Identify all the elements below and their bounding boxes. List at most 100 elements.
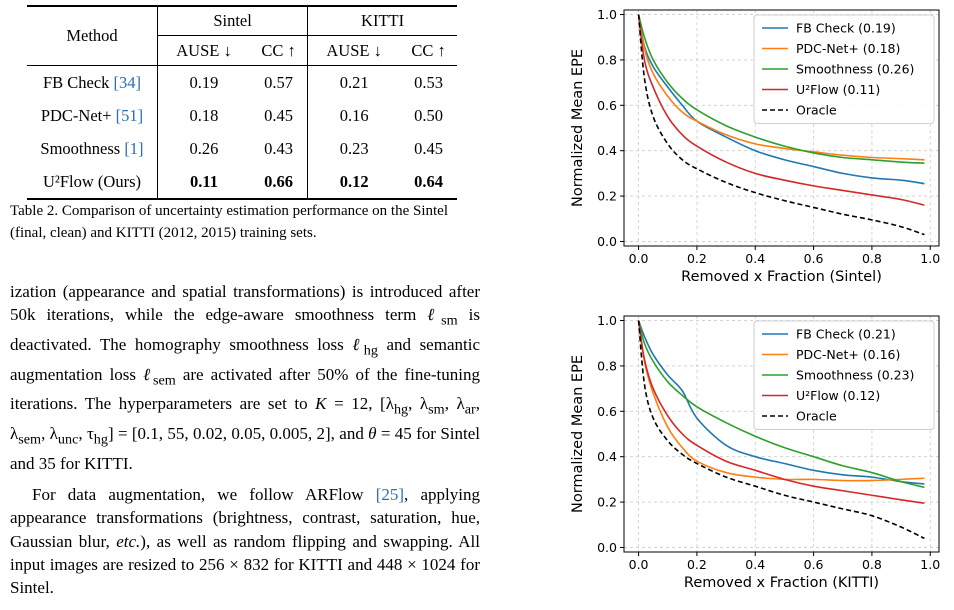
series-line (637, 320, 925, 489)
results-table: Method Sintel KITTI AUSE ↓ CC ↑ AUSE ↓ C… (27, 5, 457, 200)
sintel-uncertainty-chart: 0.0 0.2 0.4 0.6 0.8 1.0 0.0 0.2 0.4 0.6 0.8 1.0 Remo… (556, 2, 954, 298)
x-tick-label: 0.8 (862, 251, 882, 266)
y-axis-label: Normalized Mean EPE (570, 49, 586, 207)
y-tick-label: 0.0 (597, 540, 617, 555)
x-tick-label: 0.6 (804, 251, 824, 266)
value-cell: 0.18 (156, 99, 250, 132)
y-tick-label: 0.4 (597, 143, 617, 158)
value-cell: 0.23 (307, 132, 401, 165)
table-row: FB Check [34] 0.19 0.57 0.21 0.53 (27, 65, 457, 99)
subheader-cc-kitti: CC ↑ (411, 40, 446, 60)
text-run: ization (appearance and spatial transfor… (10, 282, 480, 325)
series-line (637, 14, 925, 206)
text-run: = 45 for Sintel and 35 for KITTI. (10, 424, 480, 473)
method-cell: U²Flow (Ours) (27, 165, 158, 200)
legend-entry: Oracle (796, 103, 837, 118)
x-axis-label: Removed x Fraction (KITTI) (684, 575, 879, 591)
series-line (637, 320, 925, 505)
x-tick-label: 1.0 (920, 557, 940, 572)
math-symbol: K (315, 394, 327, 414)
text-run: For data augmentation, we follow ARFlow (32, 485, 376, 505)
legend-entry: PDC-Net+ (0.16) (796, 347, 900, 362)
math-symbol: ℓ (427, 305, 442, 325)
value-cell: 0.26 (156, 132, 250, 165)
value-cell: 0.45 (414, 138, 443, 158)
legend-entry: FB Check (0.21) (796, 327, 896, 342)
value-cell: 0.43 (264, 138, 293, 158)
legend-box (753, 14, 935, 124)
method-name: U²Flow (Ours) (43, 171, 141, 191)
math-symbol: ℓ (352, 334, 364, 354)
text-run: , τ (78, 424, 94, 444)
series-line (637, 14, 925, 236)
math-subscript: sm (441, 312, 458, 329)
y-axis-label: Normalized Mean EPE (570, 355, 586, 513)
value-cell: 0.53 (400, 65, 457, 99)
method-cell: FB Check [34] (27, 65, 158, 99)
series-line (637, 320, 925, 540)
citation-link[interactable]: [34] (113, 72, 142, 92)
x-tick-label: 0.0 (629, 557, 649, 572)
legend-box (753, 320, 935, 430)
x-tick-label: 1.0 (920, 251, 940, 266)
y-tick-label: 1.0 (597, 313, 617, 328)
x-tick-label: 0.8 (862, 557, 882, 572)
method-name: FB Check (42, 72, 114, 92)
method-cell: PDC-Net+ [51] (27, 99, 158, 132)
paragraph: For data augmentation, we follow ARFlow … (10, 483, 480, 599)
x-tick-label: 0.4 (745, 557, 765, 572)
text-run: , λ (10, 394, 480, 444)
value-cell: 0.12 (307, 165, 401, 200)
value-cell: 0.57 (249, 65, 308, 99)
series-line (637, 14, 925, 185)
legend-entry: U²Flow (0.11) (796, 82, 880, 97)
math-subscript: hg (363, 342, 378, 359)
method-name: PDC-Net+ (40, 105, 116, 125)
legend-entry: Smoothness (0.23) (796, 368, 914, 383)
value-cell: 0.21 (307, 65, 401, 99)
math-subscript: sm (428, 401, 445, 418)
math-symbol: θ (368, 424, 377, 444)
table-row: PDC-Net+ [51] 0.18 0.45 0.16 0.50 (27, 99, 457, 132)
math-symbol: ℓ (143, 364, 153, 384)
y-tick-label: 0.6 (597, 404, 617, 419)
value-cell: 0.19 (156, 65, 250, 99)
x-tick-label: 0.0 (629, 251, 649, 266)
y-tick-label: 0.4 (597, 449, 617, 464)
chart-svg: 0.0 0.2 0.4 0.6 0.8 1.0 0.0 0.2 0.4 0.6 0.8 1.0 Remo… (570, 7, 940, 285)
math-subscript: hg (393, 401, 409, 418)
method-header: Method (27, 5, 158, 66)
citation-link[interactable]: [51] (115, 105, 144, 125)
method-name: Smoothness (40, 138, 125, 158)
legend-entry: Oracle (796, 409, 837, 424)
chart-svg: 0.0 0.2 0.4 0.6 0.8 1.0 0.0 0.2 0.4 0.6 0.8 1.0 Remo… (570, 313, 940, 591)
group-header-sintel: Sintel (156, 5, 308, 36)
legend-entry: FB Check (0.19) (796, 21, 896, 36)
x-tick-label: 0.2 (687, 557, 707, 572)
text-run: and semantic augmentation loss (10, 334, 480, 384)
table-subheader-row: AUSE ↓ CC ↑ AUSE ↓ CC ↑ (27, 35, 457, 66)
legend-entry: PDC-Net+ (0.18) (796, 41, 900, 56)
table-row: Smoothness [1] 0.26 0.43 0.23 0.45 (27, 132, 457, 165)
text-run: ), as well as random flipping and swappi… (10, 531, 480, 598)
y-tick-label: 0.6 (597, 98, 617, 113)
text-run: , λ (408, 394, 429, 414)
x-tick-label: 0.6 (804, 557, 824, 572)
subheader-cc-sintel: CC ↑ (261, 40, 296, 60)
math-subscript: sem (152, 372, 176, 389)
y-tick-label: 0.8 (597, 52, 617, 67)
citation-link[interactable]: [25] (375, 485, 405, 505)
text-run: , λ (444, 394, 465, 414)
plot-frame (623, 315, 940, 553)
text-run: , λ (41, 424, 58, 444)
paragraph: ization (appearance and spatial transfor… (10, 280, 480, 475)
table-caption: Table 2. Comparison of uncertainty estim… (10, 203, 448, 241)
legend-entry: U²Flow (0.12) (796, 388, 880, 403)
citation-link[interactable]: [1] (124, 138, 144, 158)
math-subscript: ar (464, 401, 476, 418)
value-cell: 0.66 (249, 165, 308, 200)
text-run: are activated after 50% of the fine-tuni… (10, 364, 481, 414)
value-cell: 0.16 (307, 99, 401, 132)
series-line (637, 14, 925, 161)
value-cell: 0.50 (414, 105, 443, 125)
